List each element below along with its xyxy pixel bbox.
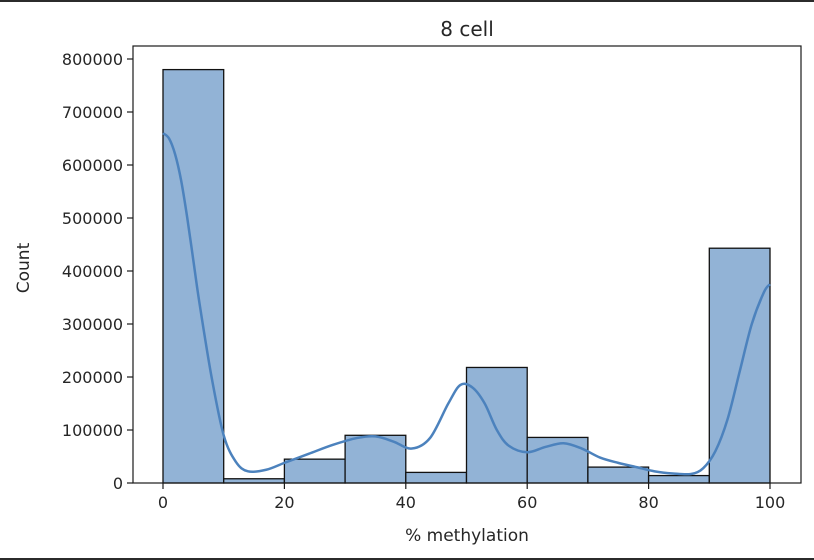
histogram-bar-7	[587, 466, 650, 484]
y-tick-label-5: 500000	[62, 209, 123, 228]
y-tick-label-7: 700000	[62, 103, 123, 122]
histogram-bar-2	[283, 458, 346, 484]
y-tick-label-8: 800000	[62, 50, 123, 69]
y-axis-ticks: 0 100000 200000 300000 400000 500000 600000 700…	[62, 50, 133, 493]
histogram-bar-4	[405, 471, 468, 484]
y-tick-label-2: 200000	[62, 368, 123, 387]
histogram-bar-8	[647, 474, 710, 484]
histogram-bar-0	[162, 68, 225, 484]
x-axis-label: % methylation	[405, 526, 529, 546]
x-tick-label-1: 20	[274, 493, 294, 512]
chart-title: 8 cell	[440, 17, 494, 41]
x-axis-ticks: 0 20 40 60 80 100	[158, 483, 785, 512]
x-tick-label-5: 100	[755, 493, 786, 512]
y-axis-label: Count	[14, 242, 34, 293]
x-tick-label-0: 0	[158, 493, 168, 512]
histogram-bar-9	[708, 247, 771, 484]
kde-curve	[162, 132, 771, 476]
y-tick-label-1: 100000	[62, 421, 123, 440]
histogram-bar-5	[465, 366, 528, 484]
histogram-bars	[162, 68, 771, 484]
y-tick-label-6: 600000	[62, 156, 123, 175]
x-tick-label-3: 60	[517, 493, 537, 512]
y-tick-label-0: 0	[113, 474, 123, 493]
histogram-bar-1	[223, 478, 286, 484]
y-tick-label-3: 300000	[62, 315, 123, 334]
x-tick-label-4: 80	[638, 493, 658, 512]
x-tick-label-2: 40	[396, 493, 416, 512]
y-tick-label-4: 400000	[62, 262, 123, 281]
axes-box	[132, 45, 802, 484]
